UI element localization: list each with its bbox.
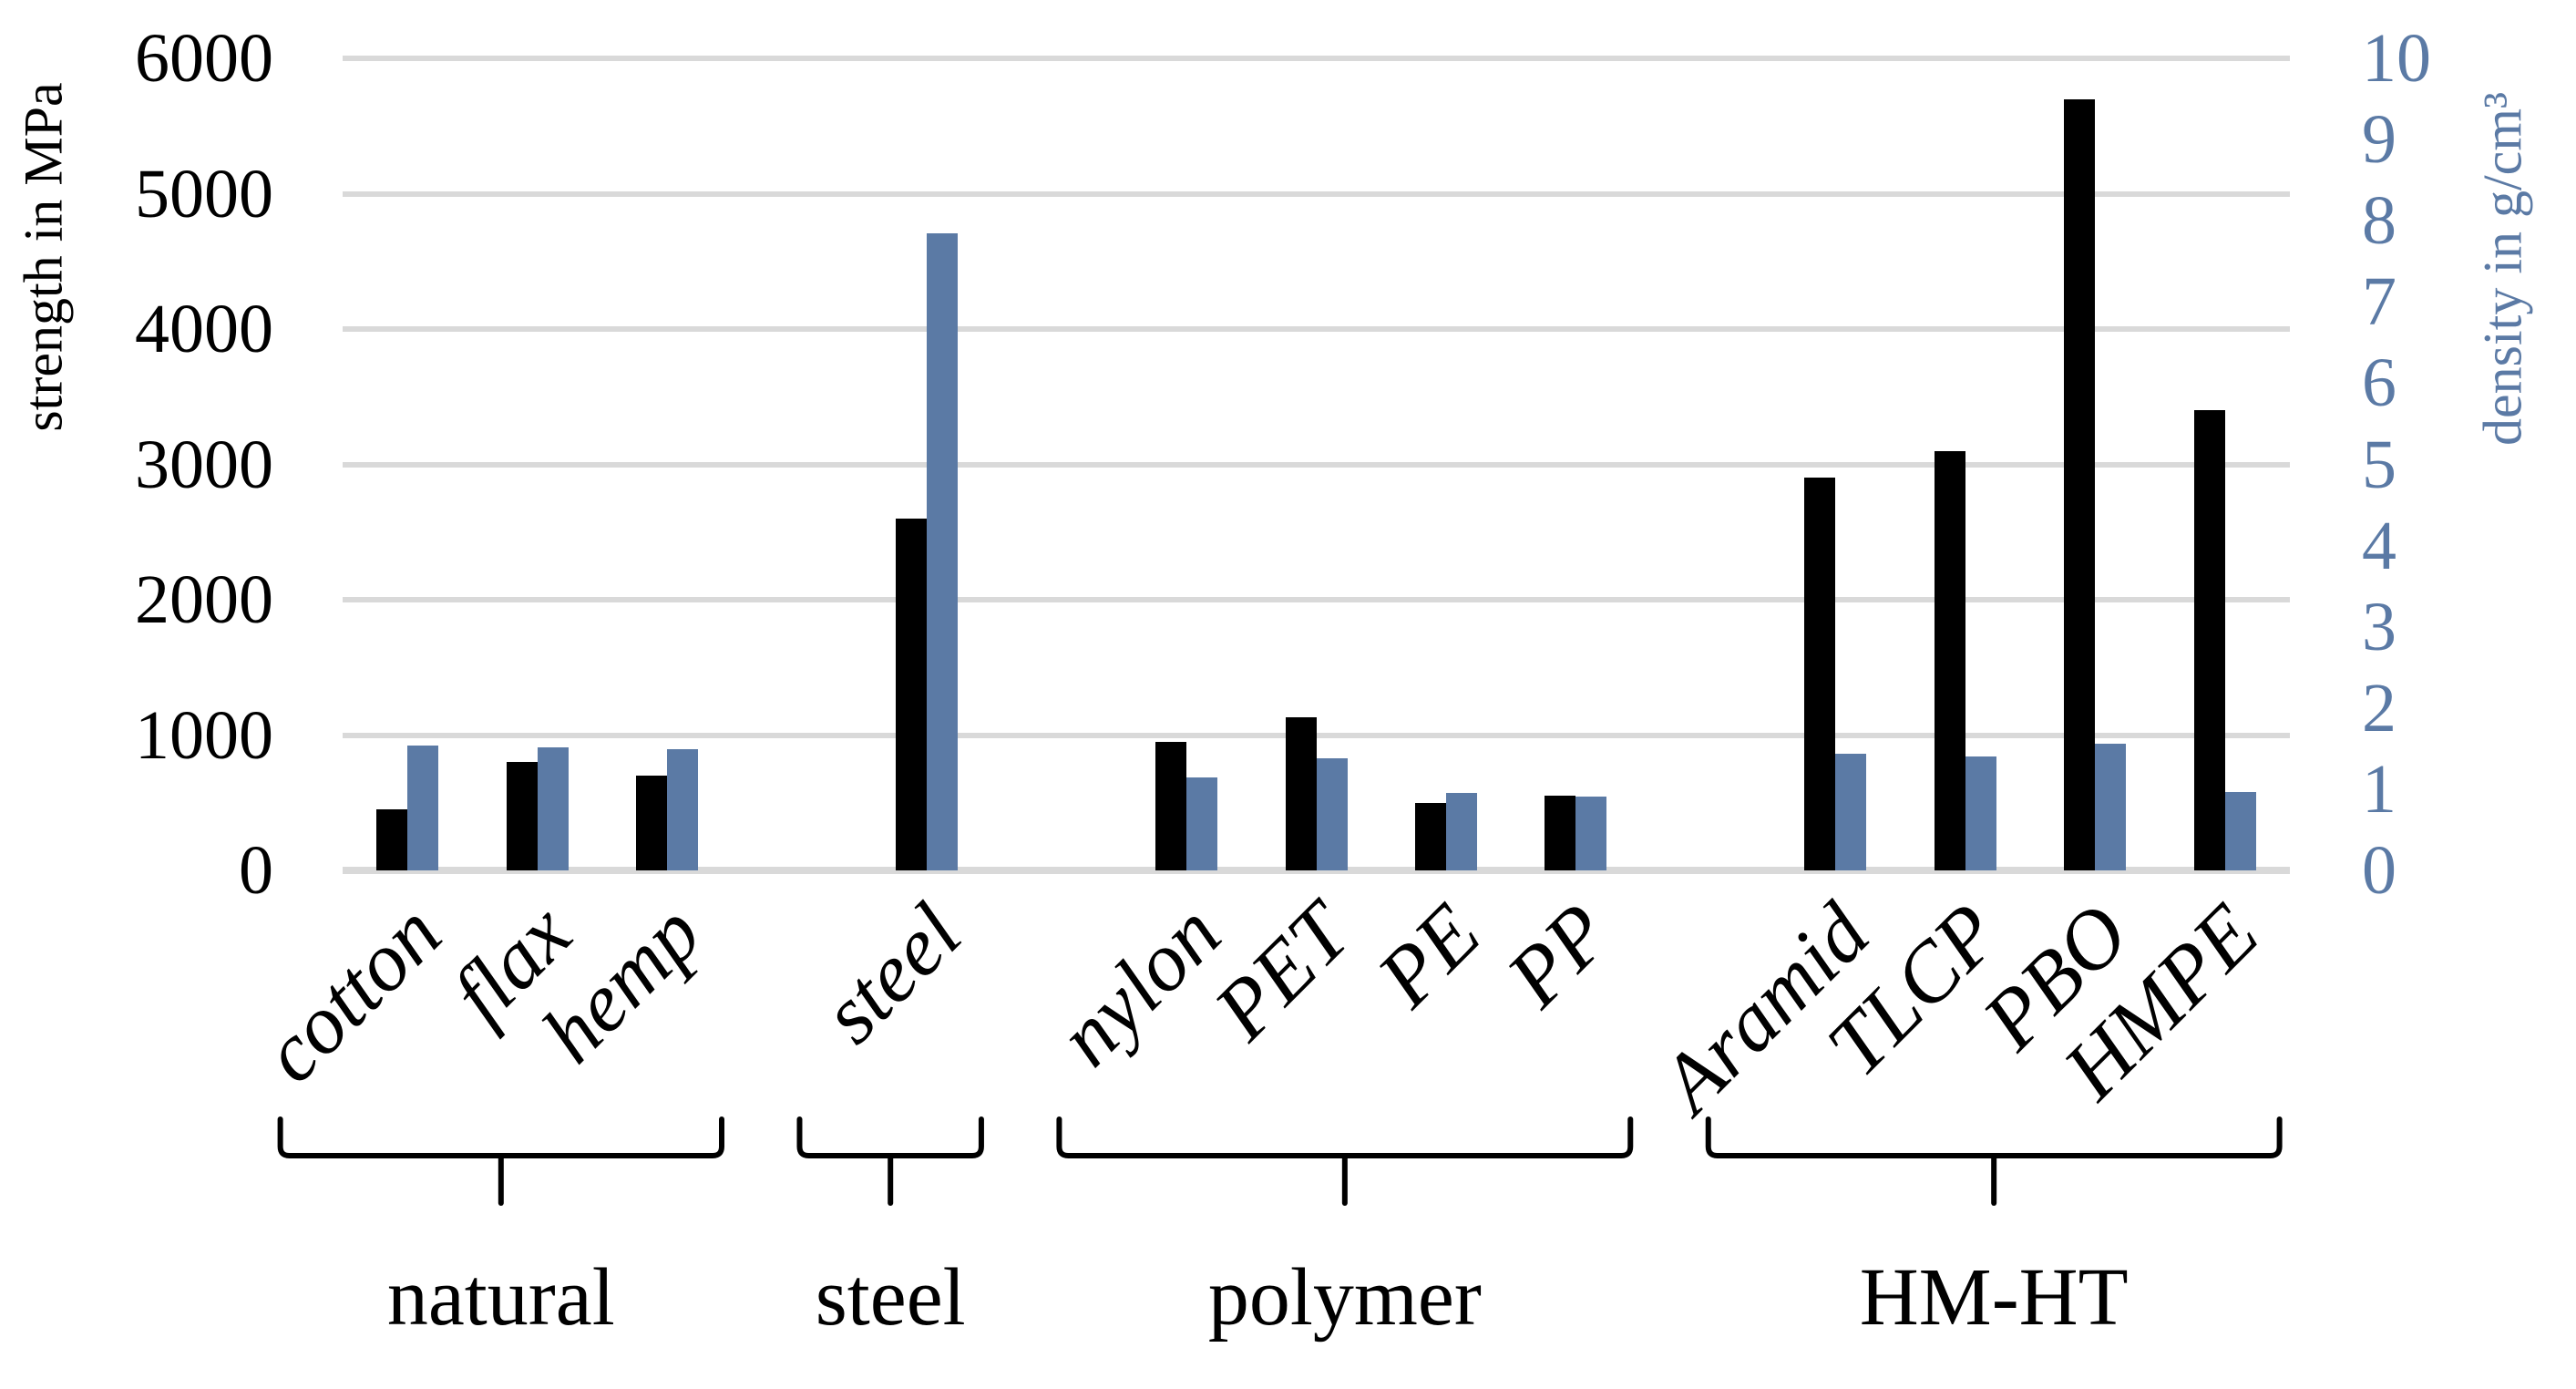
bar-PBO-density [2095, 744, 2127, 870]
gridline [343, 326, 2290, 332]
group-label-steel: steel [815, 1252, 966, 1343]
right-axis-tick-label: 10 [2362, 20, 2431, 97]
bar-Aramid-density [1835, 753, 1867, 870]
right-axis-tick-label: 5 [2362, 426, 2396, 503]
bar-TLCP-density [1965, 756, 1996, 870]
right-axis-tick-label: 9 [2362, 101, 2396, 179]
bar-cotton-density [407, 745, 439, 870]
left-axis-tick-label: 6000 [135, 20, 273, 97]
gridline [343, 597, 2290, 602]
right-axis-tick-label: 1 [2362, 750, 2396, 828]
bar-cotton-strength [376, 809, 408, 870]
bar-PE-density [1445, 793, 1477, 870]
left-axis-tick-label: 2000 [135, 561, 273, 638]
bar-steel-strength [896, 518, 928, 870]
left-axis-tick-label: 4000 [135, 291, 273, 367]
bar-PET-strength [1285, 717, 1317, 870]
brace-natural [277, 1116, 725, 1158]
bar-HMPE-density [2224, 791, 2256, 870]
group-label-polymer: polymer [1207, 1252, 1482, 1343]
bar-hemp-density [667, 749, 699, 870]
bar-PP-strength [1545, 796, 1576, 870]
bar-flax-density [537, 746, 569, 870]
right-axis-tick-label: 7 [2362, 263, 2396, 341]
group-label-natural: natural [386, 1252, 615, 1343]
brace-hm-ht [1705, 1116, 2283, 1158]
x-axis-line [343, 867, 2290, 874]
group-label-hm-ht: HM-HT [1859, 1252, 2129, 1343]
gridline [343, 461, 2290, 468]
bar-Aramid-strength [1804, 478, 1836, 870]
bar-flax-strength [506, 762, 538, 870]
bar-nylon-strength [1155, 741, 1187, 870]
gridline [343, 56, 2290, 61]
right-axis-tick-label: 8 [2362, 182, 2396, 260]
right-axis-tick-label: 2 [2362, 669, 2396, 746]
bar-PET-density [1316, 758, 1348, 870]
gridline [343, 190, 2290, 197]
bar-PP-density [1575, 796, 1607, 870]
bar-PE-strength [1414, 802, 1446, 870]
left-axis-tick-label: 1000 [135, 696, 273, 774]
brace-polymer [1056, 1116, 1634, 1158]
right-axis-tick-label: 0 [2362, 832, 2396, 909]
brace-steel [796, 1116, 984, 1158]
bar-PBO-strength [2064, 98, 2096, 870]
bar-TLCP-strength [1934, 450, 1965, 870]
left-axis-tick-label: 0 [239, 832, 273, 909]
right-axis-tick-label: 6 [2362, 345, 2396, 422]
right-axis-tick-label: 4 [2362, 507, 2396, 584]
left-axis-tick-label: 5000 [135, 155, 273, 232]
gridline [343, 732, 2290, 738]
bar-hemp-strength [636, 776, 668, 870]
left-axis-tick-label: 3000 [135, 426, 273, 503]
right-axis-tick-label: 3 [2362, 588, 2396, 665]
bar-nylon-density [1186, 777, 1218, 870]
bar-HMPE-strength [2193, 410, 2225, 870]
bar-steel-density [927, 232, 959, 870]
